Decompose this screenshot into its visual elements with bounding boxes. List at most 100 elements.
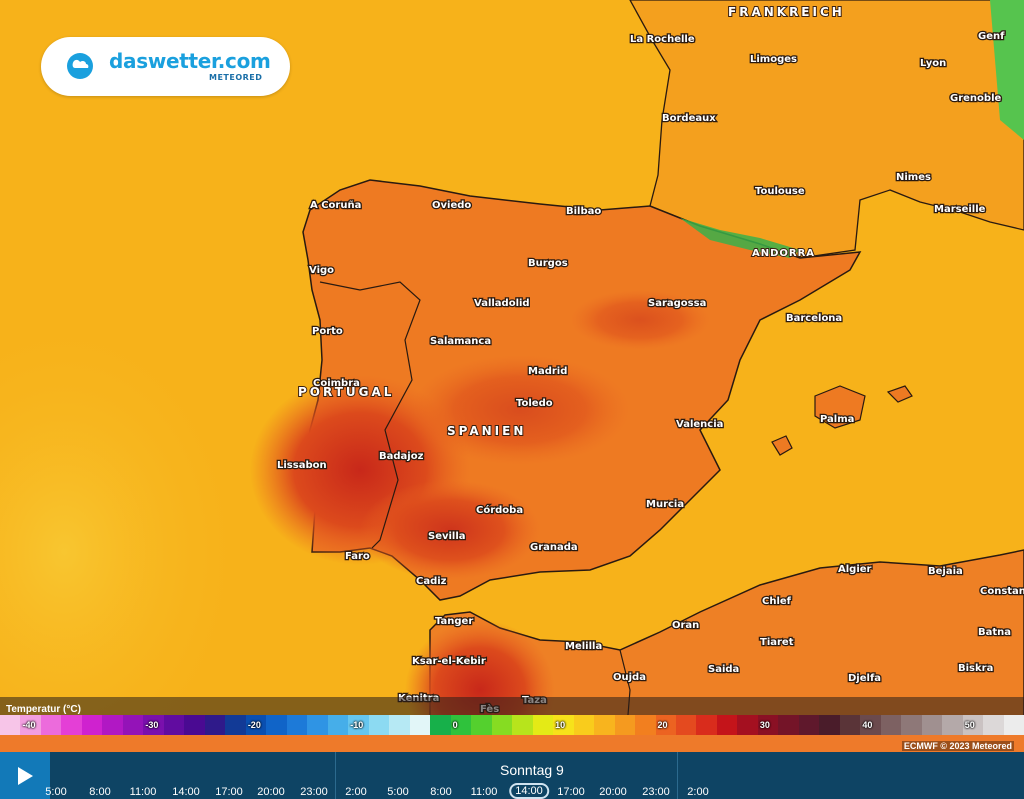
legend-swatch — [901, 715, 922, 735]
hour-option[interactable]: 20:00 — [257, 786, 285, 798]
legend-swatch: 0 — [450, 715, 472, 735]
city-label: Tiaret — [760, 637, 794, 648]
hour-option[interactable]: 5:00 — [387, 786, 409, 798]
hour-option[interactable]: 2:00 — [687, 786, 709, 798]
city-label: Badajoz — [379, 451, 424, 462]
legend-tick-label: -20 — [247, 720, 261, 730]
daswetter-logo[interactable]: daswetter.com METEORED — [41, 37, 290, 96]
legend-swatch: 40 — [860, 715, 881, 735]
land-ibiza — [771, 435, 793, 456]
city-label: Tanger — [435, 616, 473, 627]
legend-swatch — [102, 715, 123, 735]
legend-swatch — [0, 715, 21, 735]
legend-swatch — [635, 715, 656, 735]
legend-swatch — [389, 715, 410, 735]
legend-swatch — [430, 715, 451, 735]
day-divider — [335, 752, 336, 799]
hour-option[interactable]: 23:00 — [300, 786, 328, 798]
land-mallorca — [814, 385, 866, 429]
city-label: La Rochelle — [630, 34, 695, 45]
legend-swatch — [532, 715, 554, 735]
land-menorca — [886, 385, 913, 403]
city-label: Nimes — [896, 172, 931, 183]
country-label: PORTUGAL — [298, 385, 394, 399]
pyrenees-green — [680, 218, 800, 258]
city-label: Córdoba — [476, 504, 523, 516]
legend-swatch: -20 — [245, 715, 267, 735]
legend-tick-label: 40 — [862, 720, 873, 730]
hour-option[interactable]: 8:00 — [89, 786, 111, 798]
hour-option[interactable]: 23:00 — [642, 786, 670, 798]
city-label: Saragossa — [648, 298, 706, 309]
city-label: Biskra — [958, 663, 993, 674]
city-label: Algier — [838, 564, 872, 575]
hour-option[interactable]: 8:00 — [430, 786, 452, 798]
country-label: SPANIEN — [447, 424, 526, 438]
hour-option[interactable]: 14:00 — [172, 786, 200, 798]
city-label: Saida — [708, 664, 739, 675]
legend-swatch — [122, 715, 144, 735]
legend-swatch: -10 — [348, 715, 369, 735]
timeline[interactable]: Sonntag 9 5:00 8:00 11:00 14:00 17:00 20:00 23… — [45, 752, 1024, 799]
hour-option[interactable]: 11:00 — [129, 786, 157, 798]
city-label: Bejaia — [928, 566, 963, 577]
legend-swatch — [184, 715, 205, 735]
legend-swatch — [512, 715, 533, 735]
city-label: Bordeaux — [662, 113, 716, 124]
city-label: Salamanca — [430, 336, 491, 347]
legend-swatch — [983, 715, 1004, 735]
city-label: Valencia — [676, 419, 723, 430]
city-label: Marseille — [934, 204, 986, 215]
city-label: Barcelona — [786, 313, 842, 324]
hour-option[interactable]: 17:00 — [215, 786, 243, 798]
cloud-logo-icon — [67, 53, 93, 79]
legend-swatch: 50 — [962, 715, 984, 735]
city-label: Oran — [672, 620, 699, 631]
legend-swatch — [594, 715, 615, 735]
weather-map[interactable]: La Rochelle Limoges Genf Lyon Grenoble Bordea… — [0, 0, 1024, 752]
land-france — [629, 0, 1024, 259]
hour-option[interactable]: 5:00 — [45, 786, 67, 798]
legend-title: Temperatur (°C) — [6, 704, 81, 715]
hour-selected[interactable]: 14:00 — [509, 783, 549, 799]
temperature-legend: Temperatur (°C) -40 -30 -20 -10 0 10 20 30 40 50 … — [0, 697, 1024, 752]
city-label: Toledo — [516, 398, 553, 409]
legend-tick-label: -40 — [22, 720, 36, 730]
legend-swatch — [40, 715, 62, 735]
legend-tick-label: -10 — [350, 720, 364, 730]
alps-high — [990, 0, 1024, 140]
hour-option[interactable]: 11:00 — [470, 786, 498, 798]
logo-subtitle: METEORED — [209, 73, 263, 82]
city-label: Bilbao — [566, 206, 601, 217]
country-label: FRANKREICH — [728, 5, 845, 19]
legend-swatch — [409, 715, 431, 735]
play-icon — [18, 767, 33, 785]
city-label: Palma — [820, 414, 854, 425]
legend-swatch — [1003, 715, 1024, 735]
day-divider — [677, 752, 678, 799]
city-label: Melilla — [565, 641, 602, 652]
legend-swatch: 10 — [553, 715, 574, 735]
legend-strip — [0, 735, 1024, 752]
legend-color-scale: -40 -30 -20 -10 0 10 20 30 40 50 — [0, 715, 1024, 735]
legend-swatch — [266, 715, 287, 735]
legend-swatch — [798, 715, 820, 735]
legend-tick-label: 30 — [759, 720, 770, 730]
legend-tick-label: 0 — [452, 720, 458, 730]
city-label: Vigo — [309, 265, 334, 276]
city-label: Granada — [530, 542, 578, 553]
heat-ebro — [570, 290, 710, 350]
city-label: Constantine — [980, 586, 1024, 597]
legend-swatch — [286, 715, 308, 735]
city-label: Burgos — [528, 258, 568, 269]
city-label: Chlef — [762, 596, 792, 607]
hour-option[interactable]: 17:00 — [557, 786, 585, 798]
hour-option[interactable]: 20:00 — [599, 786, 627, 798]
day-label: Sonntag 9 — [500, 762, 564, 778]
legend-swatch — [225, 715, 246, 735]
play-button[interactable] — [0, 752, 50, 799]
heat-guadalquivir — [360, 480, 540, 580]
hour-option[interactable]: 2:00 — [345, 786, 367, 798]
legend-swatch — [61, 715, 82, 735]
heat-tajo — [410, 355, 630, 465]
